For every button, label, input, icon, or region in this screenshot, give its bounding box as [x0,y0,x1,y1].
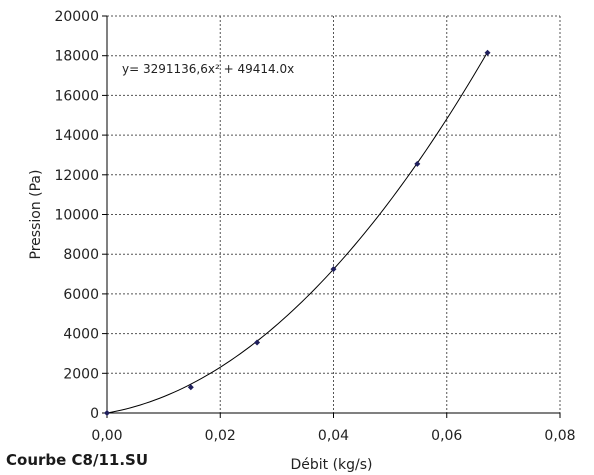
figure-caption: Courbe C8/11.SU [6,451,149,469]
data-point [414,160,421,167]
y-tick-label: 10000 [54,208,99,224]
y-tick-label: 4000 [63,327,99,343]
y-tick-label: 18000 [54,49,99,65]
y-tick-label: 8000 [63,247,99,263]
data-point [187,384,194,391]
y-tick-label: 0 [90,406,99,422]
data-point [330,266,337,273]
x-tick-label: 0,06 [431,428,462,444]
y-tick-label: 20000 [54,9,99,25]
y-tick-label: 12000 [54,168,99,184]
y-tick-label: 6000 [63,287,99,303]
y-axis-ticks: 0 2000 4000 6000 8000 10000 12000 14000 16000 180… [54,9,107,422]
x-tick-label: 0,08 [544,428,575,444]
y-tick-label: 16000 [54,88,99,104]
x-axis-title: Débit (kg/s) [290,457,372,473]
x-tick-label: 0,04 [318,428,349,444]
trendline-equation: y= 3291136,6x² + 49414.0x [122,62,294,76]
y-axis-title: Pression (Pa) [28,170,44,260]
x-axis-ticks: 0,00 0,02 0,04 0,06 0,08 [91,413,576,444]
x-tick-label: 0,00 [91,428,122,444]
trendline-curve [106,51,488,414]
data-points [104,49,491,416]
grid-lines [107,15,561,413]
data-point [254,339,261,346]
data-point [104,410,110,416]
x-tick-label: 0,02 [205,428,236,444]
data-point [484,49,491,56]
y-tick-label: 2000 [63,366,99,382]
y-tick-label: 14000 [54,128,99,144]
